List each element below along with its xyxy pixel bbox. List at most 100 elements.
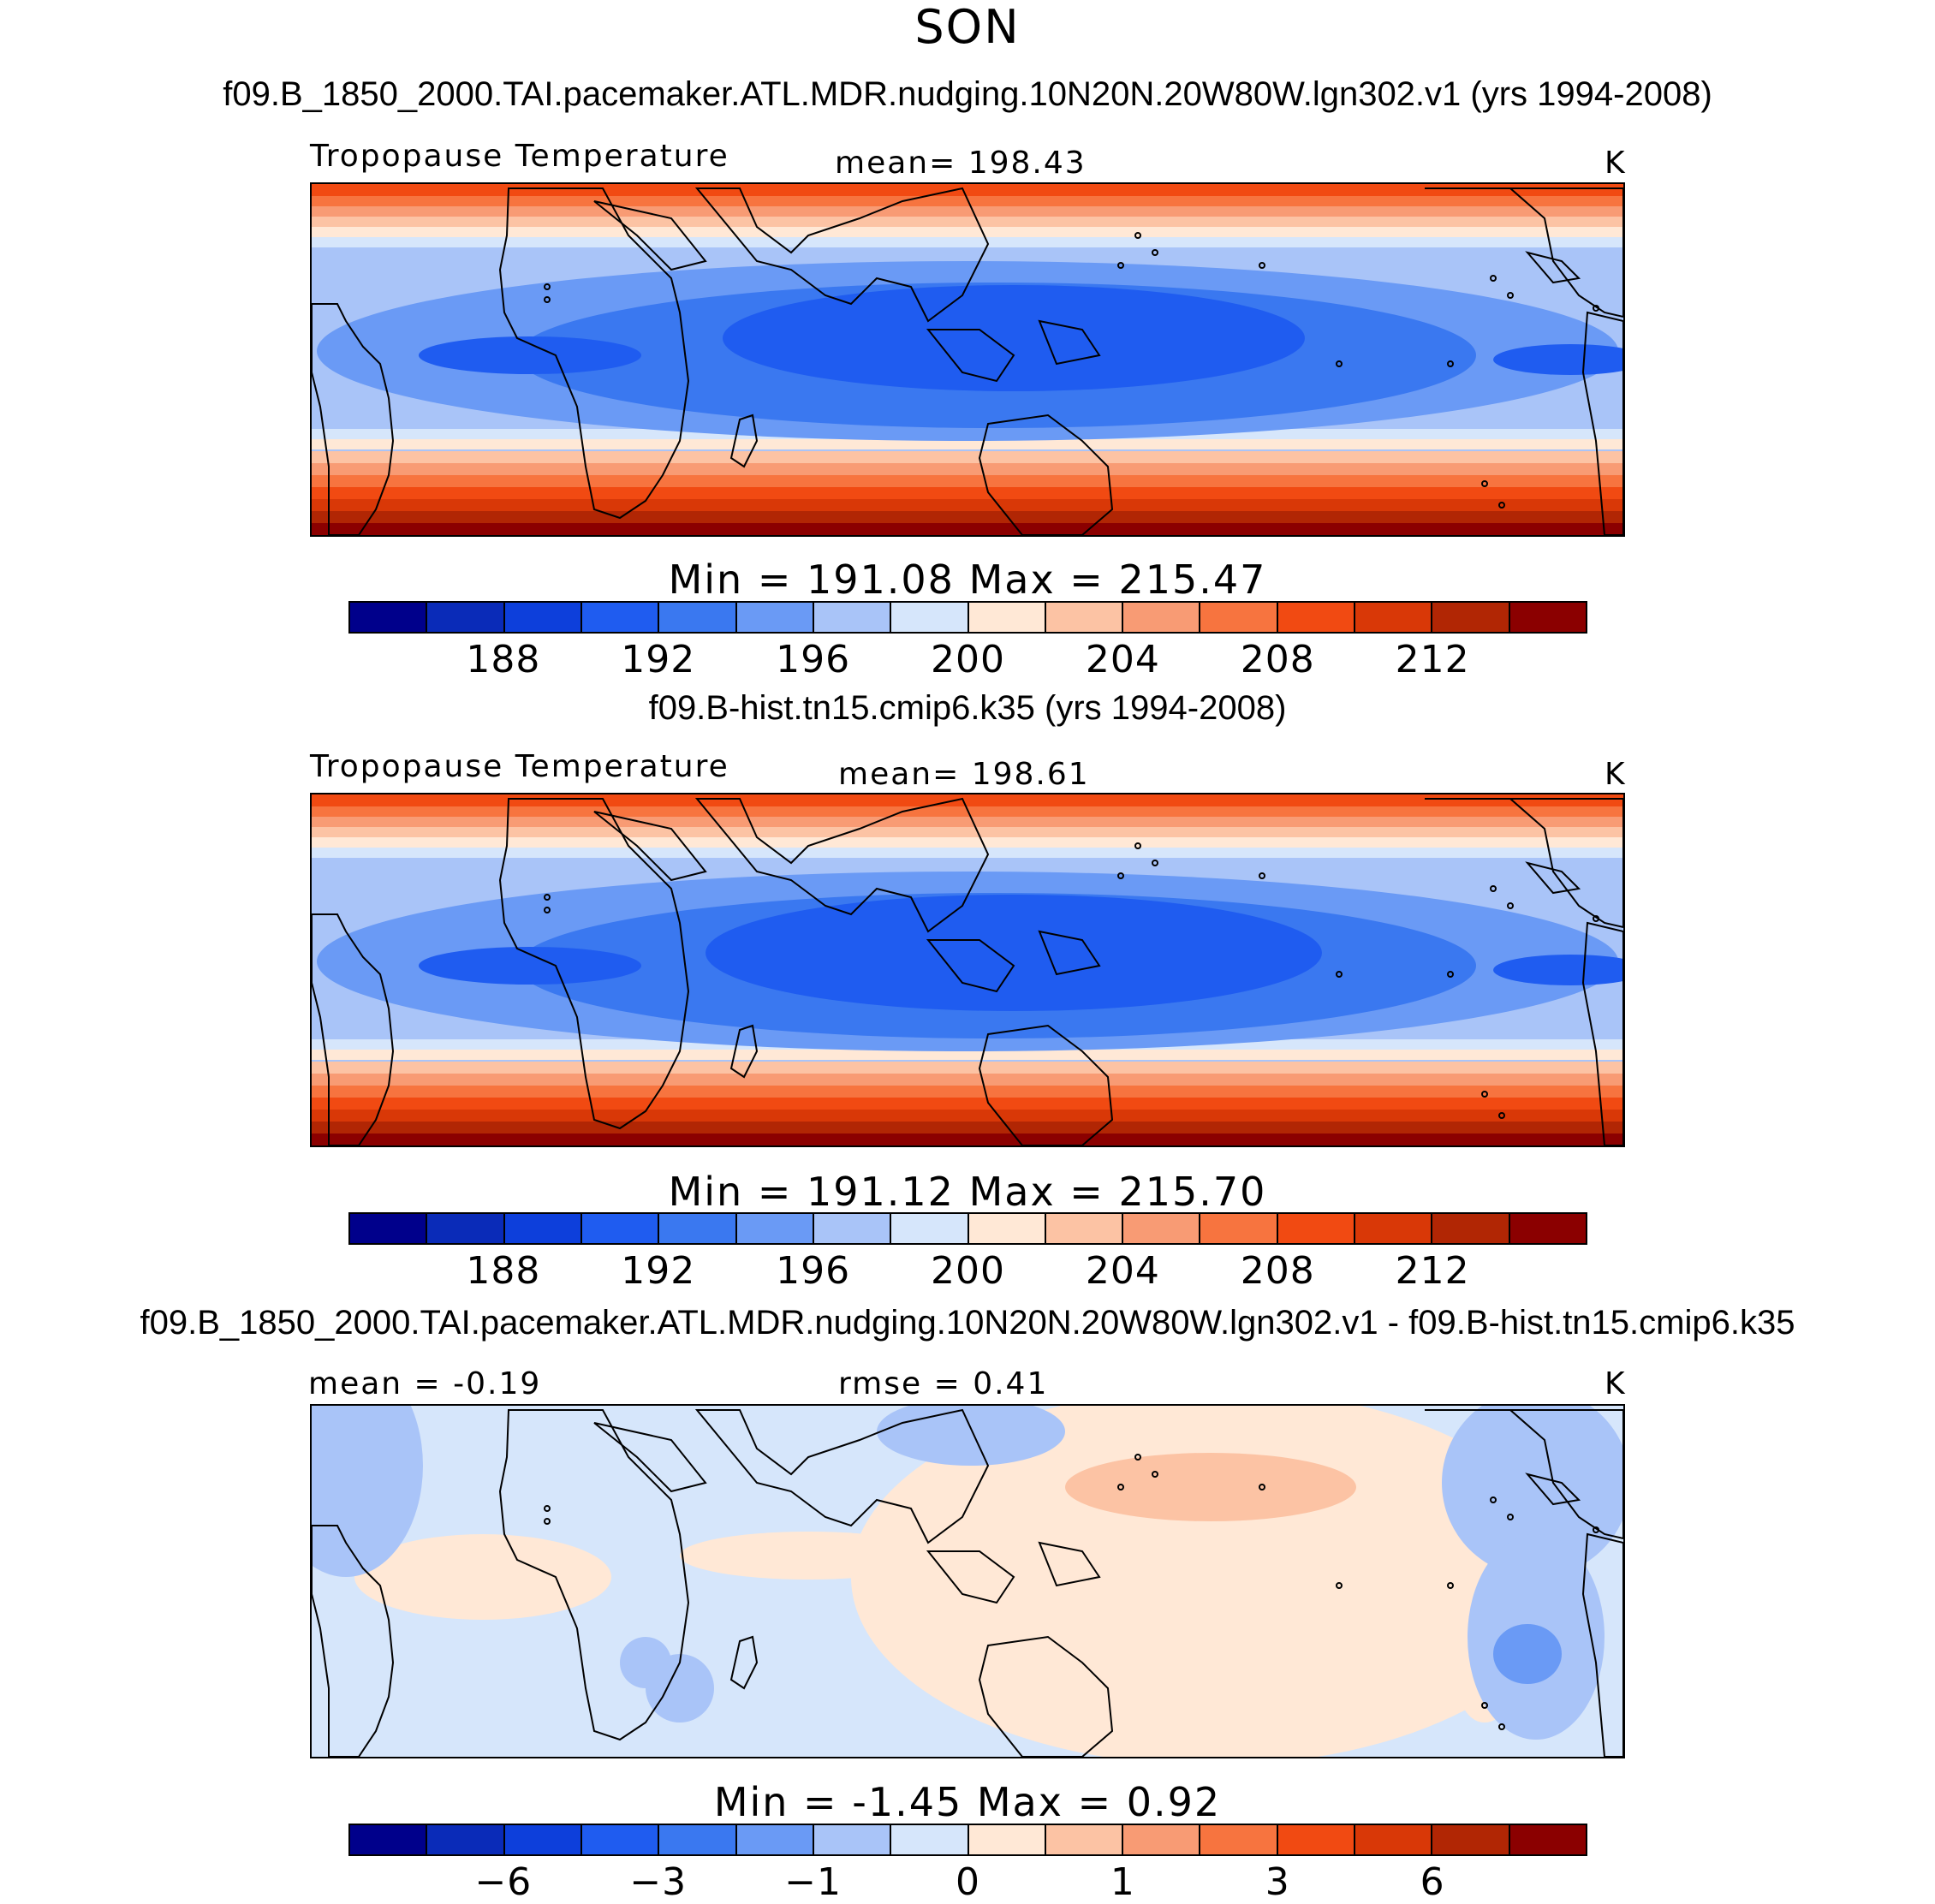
coastline [926, 939, 1015, 993]
coastline [694, 797, 990, 933]
coastline [593, 811, 707, 882]
coastline [978, 1024, 1114, 1145]
coastline [1038, 1541, 1101, 1587]
colorbar-segment [350, 603, 428, 632]
island-outline [1152, 249, 1158, 256]
colorbar-tick-label: −6 [474, 1860, 533, 1904]
colorbar-tick-label: 188 [466, 638, 541, 681]
coastline [312, 913, 395, 1145]
colorbar-segment [504, 1825, 582, 1854]
island-outline [1134, 1454, 1141, 1461]
contour-band [312, 1122, 1623, 1133]
colorbar-segment [427, 603, 505, 632]
island-outline [1507, 1514, 1514, 1520]
contour-region [354, 1534, 611, 1620]
panel-pacemaker-center-label: mean= 198.43 [835, 146, 1087, 181]
panel-diff-run-title: f09.B_1850_2000.TAI.pacemaker.ATL.MDR.nu… [140, 1304, 1795, 1342]
island-outline [544, 296, 551, 303]
panel-hist-colorbar [348, 1212, 1587, 1245]
colorbar-tick-label: 192 [621, 1249, 696, 1293]
island-outline [1507, 902, 1514, 909]
island-outline [1259, 262, 1265, 269]
island-outline [1447, 360, 1454, 367]
island-outline [1152, 860, 1158, 866]
coastline [1525, 251, 1581, 284]
colorbar-tick-label: 6 [1420, 1860, 1445, 1904]
colorbar-tick-label: 196 [776, 638, 851, 681]
island-outline [1336, 1582, 1343, 1589]
coastline [978, 414, 1114, 535]
contour-band [312, 848, 1623, 858]
contour-band [312, 463, 1623, 475]
island-outline [544, 1505, 551, 1512]
contour-band [312, 1086, 1623, 1098]
colorbar-tick-label: 204 [1085, 638, 1160, 681]
island-outline [1481, 1091, 1488, 1098]
colorbar-tick-label: 208 [1240, 638, 1315, 681]
island-outline [1498, 1723, 1505, 1730]
colorbar-segment [1509, 603, 1586, 632]
colorbar-segment [1123, 603, 1201, 632]
contour-band [312, 487, 1623, 499]
island-outline [544, 283, 551, 290]
coastline [729, 1024, 759, 1079]
colorbar-tick-label: 3 [1265, 1860, 1290, 1904]
contour-region [723, 285, 1305, 391]
colorbar-segment [659, 603, 737, 632]
contour-region [706, 895, 1322, 1011]
panel-hist-units: K [1605, 757, 1627, 792]
island-outline [544, 907, 551, 913]
island-outline [1498, 1112, 1505, 1119]
coastline [1525, 861, 1581, 895]
contour-band [312, 206, 1623, 217]
coastline [498, 187, 690, 520]
colorbar-segment [1123, 1214, 1201, 1243]
colorbar-segment [1045, 1825, 1124, 1854]
coastline [1038, 319, 1101, 366]
colorbar-segment [736, 1214, 814, 1243]
island-outline [1593, 915, 1599, 922]
island-outline [544, 1518, 551, 1525]
colorbar-segment [1045, 603, 1124, 632]
colorbar-segment [1355, 1214, 1433, 1243]
colorbar-tick-label: 212 [1395, 638, 1470, 681]
coastline [978, 1635, 1114, 1757]
coastline [1525, 1473, 1581, 1506]
island-outline [1117, 872, 1124, 879]
coastline [1581, 311, 1623, 535]
island-outline [1336, 360, 1343, 367]
colorbar-segment [581, 1214, 660, 1243]
colorbar-segment [813, 1825, 892, 1854]
contour-region [1493, 955, 1623, 985]
island-outline [1336, 971, 1343, 978]
coastline [729, 1635, 759, 1690]
panel-diff-left-label: mean = -0.19 [308, 1366, 542, 1401]
panel-diff-center-label: rmse = 0.41 [838, 1366, 1049, 1401]
colorbar-segment [891, 1825, 969, 1854]
colorbar-segment [581, 1825, 660, 1854]
coastline [1581, 921, 1623, 1145]
colorbar-tick-label: 188 [466, 1249, 541, 1293]
panel-hist-map [310, 793, 1625, 1147]
panel-diff-colorbar [348, 1824, 1587, 1856]
colorbar-segment [968, 603, 1046, 632]
coastline [593, 1422, 707, 1493]
colorbar-segment [1045, 1214, 1124, 1243]
colorbar-segment [891, 603, 969, 632]
panel-diff-units: K [1605, 1366, 1627, 1401]
coastline [1425, 1409, 1623, 1540]
island-outline [1507, 292, 1514, 299]
island-outline [1117, 262, 1124, 269]
colorbar-tick-label: −1 [784, 1860, 842, 1904]
panel-diff-map [310, 1404, 1625, 1758]
island-outline [544, 894, 551, 901]
coastline [1425, 798, 1623, 929]
colorbar-segment [1277, 1214, 1356, 1243]
island-outline [1481, 1702, 1488, 1709]
panel-pacemaker-colorbar [348, 601, 1587, 634]
contour-region [680, 1532, 937, 1580]
colorbar-segment [891, 1214, 969, 1243]
colorbar-tick-label: 204 [1085, 1249, 1160, 1293]
contour-band [312, 1050, 1623, 1060]
contour-region [312, 1406, 423, 1577]
